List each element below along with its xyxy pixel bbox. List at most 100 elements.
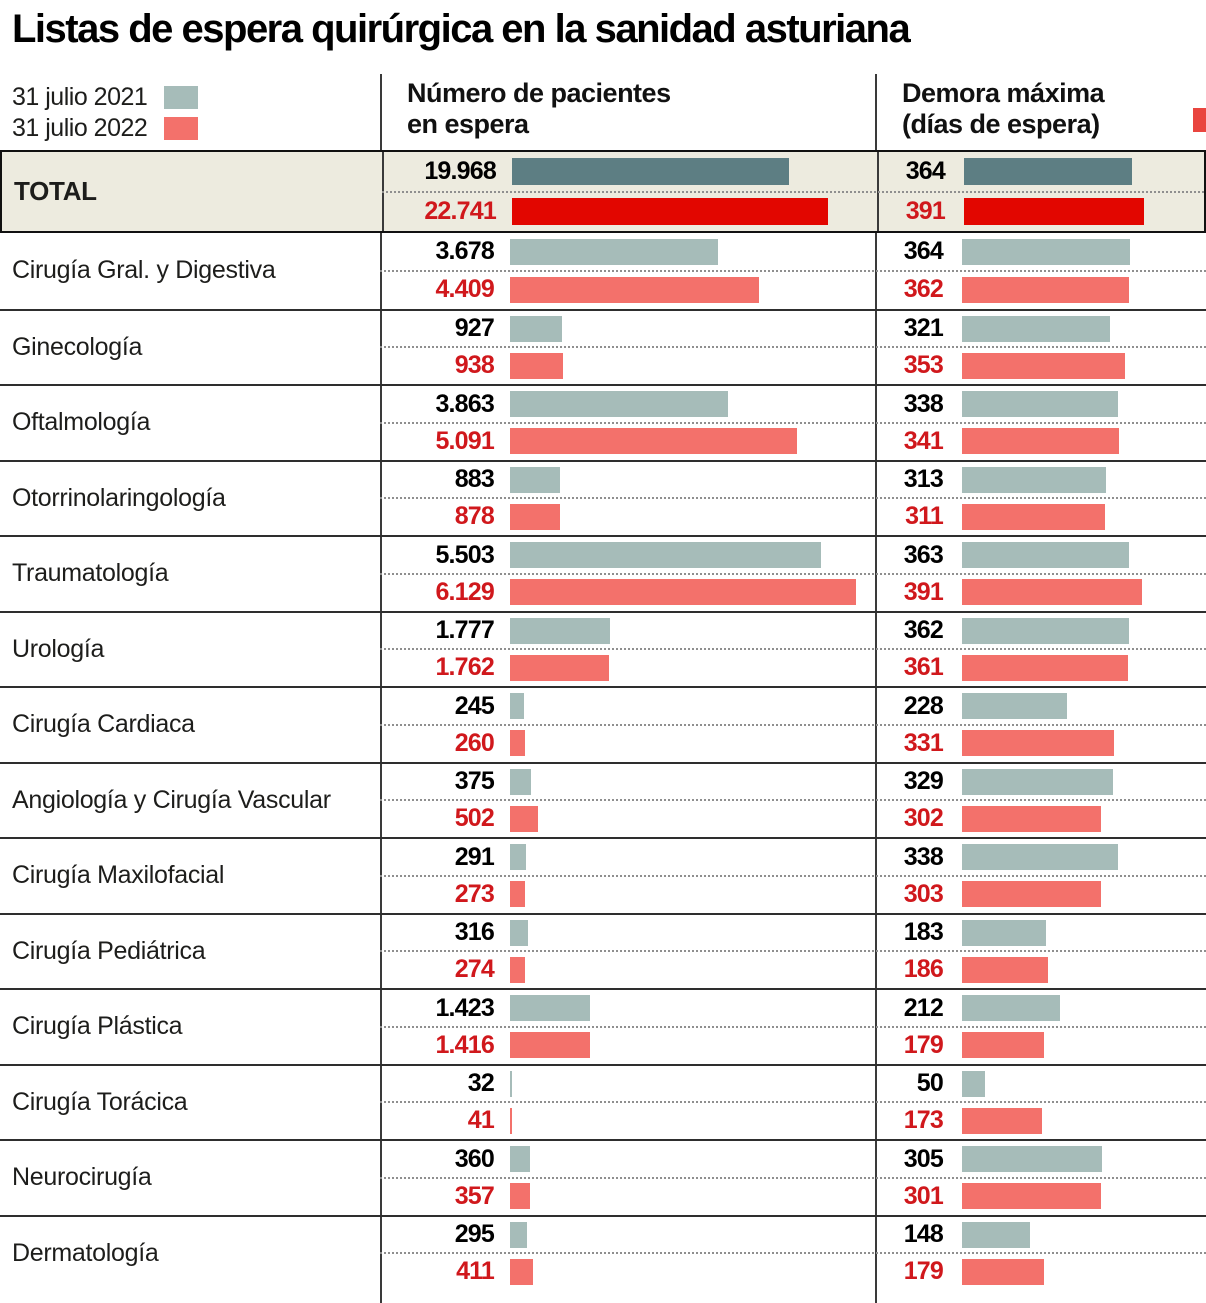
patients-2022-value: 411 bbox=[456, 1257, 495, 1286]
row-label: Urología bbox=[12, 634, 105, 663]
days-2022-value: 186 bbox=[903, 955, 944, 984]
days-2021-bar bbox=[964, 158, 1132, 186]
patients-2022-bar bbox=[510, 503, 560, 530]
row-label: Angiología y Cirugía Vascular bbox=[12, 785, 331, 814]
days-2021-value: 305 bbox=[903, 1144, 944, 1173]
patients-2022-value: 6.129 bbox=[435, 577, 494, 606]
total-row: TOTAL 19.968 22.741 364 391 bbox=[0, 150, 1206, 233]
legend-swatch-2022-icon bbox=[164, 117, 198, 140]
title-area: Listas de espera quirúrgica en la sanida… bbox=[0, 0, 1206, 74]
days-2022-value: 391 bbox=[905, 196, 946, 225]
patients-2021-bar bbox=[510, 693, 524, 720]
chart-row: Cirugía Gral. y Digestiva 3.678 4.409 36… bbox=[0, 233, 1206, 309]
chart-row: Cirugía Torácica 32 41 50 173 bbox=[0, 1063, 1206, 1139]
patients-2021-value: 883 bbox=[454, 465, 495, 494]
patients-2022-bar bbox=[510, 805, 539, 832]
days-2021-value: 364 bbox=[903, 237, 944, 266]
days-2022-value: 301 bbox=[903, 1181, 944, 1210]
days-2021-bar bbox=[962, 542, 1130, 569]
column-header-patients-line1: Número de pacientes bbox=[407, 78, 671, 108]
legend-label-2022: 31 julio 2022 bbox=[12, 114, 148, 142]
patients-2021-bar bbox=[510, 995, 591, 1022]
patients-2022-value: 4.409 bbox=[435, 275, 494, 304]
days-2022-bar bbox=[962, 654, 1129, 681]
chart-row: Ginecología 927 938 321 353 bbox=[0, 308, 1206, 384]
dotted-separator bbox=[380, 723, 1206, 726]
patients-2021-value: 316 bbox=[454, 918, 495, 947]
days-2022-bar bbox=[962, 352, 1125, 379]
days-2021-bar bbox=[962, 768, 1114, 795]
patients-2021-value: 32 bbox=[467, 1069, 495, 1098]
patients-2021-value: 927 bbox=[454, 314, 495, 343]
patients-2021-value: 375 bbox=[454, 767, 495, 796]
days-2022-bar bbox=[962, 881, 1102, 908]
days-2022-value: 353 bbox=[903, 351, 944, 380]
row-label: Cirugía Torácica bbox=[12, 1087, 188, 1116]
days-2021-bar bbox=[962, 466, 1107, 493]
patients-2022-value: 357 bbox=[454, 1181, 495, 1210]
patients-2022-bar bbox=[510, 1183, 531, 1210]
patients-2022-bar bbox=[510, 881, 526, 908]
row-label: Cirugía Maxilofacial bbox=[12, 861, 225, 890]
row-label: Cirugía Gral. y Digestiva bbox=[12, 256, 276, 285]
patients-2022-bar bbox=[510, 428, 798, 455]
row-label: TOTAL bbox=[14, 176, 97, 206]
days-2021-bar bbox=[962, 391, 1118, 418]
dotted-separator bbox=[380, 874, 1206, 877]
patients-2022-bar bbox=[510, 276, 759, 303]
dotted-separator bbox=[380, 950, 1206, 953]
days-2022-value: 302 bbox=[903, 804, 944, 833]
patients-2022-bar bbox=[510, 1107, 513, 1134]
dotted-separator bbox=[382, 190, 1204, 193]
days-2021-bar bbox=[962, 315, 1110, 342]
days-2021-value: 148 bbox=[903, 1220, 944, 1249]
days-2022-bar bbox=[962, 956, 1048, 983]
days-2022-bar bbox=[964, 197, 1144, 225]
days-2021-value: 364 bbox=[905, 157, 946, 186]
patients-2022-bar bbox=[510, 730, 525, 757]
days-2022-value: 362 bbox=[903, 275, 944, 304]
dotted-separator bbox=[380, 572, 1206, 575]
days-2021-value: 363 bbox=[903, 540, 944, 569]
patients-2022-value: 5.091 bbox=[435, 426, 494, 455]
legend-item-2021: 31 julio 2021 bbox=[12, 82, 380, 113]
days-2022-bar bbox=[962, 1258, 1045, 1285]
days-2021-value: 362 bbox=[903, 616, 944, 645]
days-2022-value: 341 bbox=[903, 426, 944, 455]
patients-2022-bar bbox=[510, 352, 563, 379]
bottom-extender bbox=[0, 1290, 1206, 1303]
days-2021-bar bbox=[962, 1146, 1103, 1173]
chart-row: Cirugía Plástica 1.423 1.416 212 179 bbox=[0, 988, 1206, 1064]
days-2022-bar bbox=[962, 428, 1119, 455]
days-2021-value: 313 bbox=[903, 465, 944, 494]
patients-2021-bar bbox=[512, 158, 790, 186]
chart-row: Cirugía Pediátrica 316 274 183 186 bbox=[0, 912, 1206, 988]
patients-2021-bar bbox=[510, 1146, 531, 1173]
row-label: Traumatología bbox=[12, 559, 169, 588]
days-2021-bar bbox=[962, 995, 1060, 1022]
patients-2022-bar bbox=[510, 1032, 590, 1059]
column-header-days-line1: Demora máxima bbox=[902, 78, 1105, 108]
days-2021-value: 338 bbox=[903, 842, 944, 871]
days-2021-bar bbox=[962, 617, 1129, 644]
dotted-separator bbox=[380, 1101, 1206, 1104]
patients-2022-value: 1.762 bbox=[435, 653, 494, 682]
days-2022-value: 179 bbox=[903, 1257, 944, 1286]
patients-2022-value: 41 bbox=[467, 1106, 495, 1135]
chart-rows: TOTAL 19.968 22.741 364 391 Ciru bbox=[0, 150, 1206, 1290]
chart-row: Cirugía Cardiaca 245 260 228 331 bbox=[0, 686, 1206, 762]
days-2022-bar bbox=[962, 276, 1129, 303]
patients-2022-value: 878 bbox=[454, 502, 495, 531]
dotted-separator bbox=[380, 1176, 1206, 1179]
days-2022-bar bbox=[962, 1032, 1045, 1059]
column-header-patients-line2: en espera bbox=[407, 109, 529, 140]
days-2022-value: 173 bbox=[903, 1106, 944, 1135]
days-2022-value: 303 bbox=[903, 879, 944, 908]
patients-2022-value: 1.416 bbox=[435, 1030, 494, 1059]
patients-2021-value: 1.423 bbox=[435, 993, 494, 1022]
row-label: Neurocirugía bbox=[12, 1163, 152, 1192]
dotted-separator bbox=[380, 648, 1206, 651]
patients-2021-bar bbox=[510, 391, 729, 418]
patients-2021-value: 245 bbox=[454, 691, 495, 720]
